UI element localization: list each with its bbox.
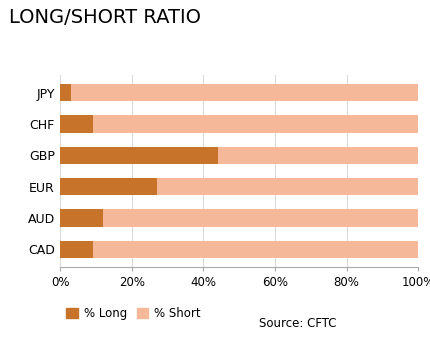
Bar (157, 178, 417, 195)
Bar (60, 241, 92, 258)
Bar (60, 178, 157, 195)
Text: Source: CFTC: Source: CFTC (258, 317, 335, 330)
Bar (60, 209, 103, 227)
Bar (92, 115, 417, 133)
Legend: % Long, % Short: % Long, % Short (66, 307, 200, 320)
Text: LONG/SHORT RATIO: LONG/SHORT RATIO (9, 8, 200, 27)
Bar (60, 115, 92, 133)
Bar (71, 84, 417, 101)
Bar (92, 241, 417, 258)
Bar (60, 84, 71, 101)
Bar (217, 147, 417, 164)
Bar (60, 147, 217, 164)
Bar (103, 209, 417, 227)
